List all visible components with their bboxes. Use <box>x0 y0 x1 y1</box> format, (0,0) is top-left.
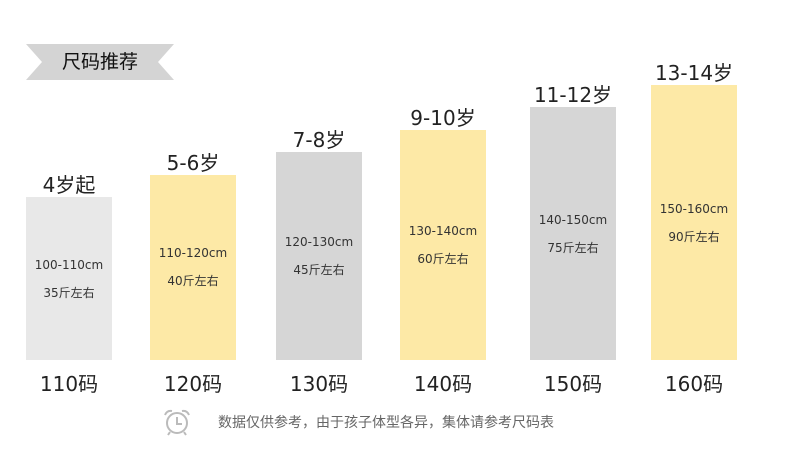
size-label: 120码 <box>163 372 223 396</box>
size-bar: 120-130cm 45斤左右 <box>276 152 362 360</box>
disclaimer-note: 数据仅供参考，由于孩子体型各异，集体请参考尺码表 <box>218 415 554 431</box>
bar-height-label: 120-130cm <box>284 235 354 250</box>
bar-weight-label: 75斤左右 <box>547 240 599 255</box>
ribbon-shape <box>26 44 174 80</box>
size-bar: 110-120cm 40斤左右 <box>150 174 236 360</box>
size-bar: 150-160cm 90斤左右 <box>651 85 737 360</box>
age-label: 9-10岁 <box>410 105 476 130</box>
bar-height-label: 110-120cm <box>158 246 228 261</box>
age-label: 5-6岁 <box>166 150 220 175</box>
bar-height-label: 150-160cm <box>659 201 729 216</box>
bar-weight-label: 60斤左右 <box>417 251 469 266</box>
age-label: 4岁起 <box>42 173 96 197</box>
age-label: 13-14岁 <box>654 61 734 85</box>
age-label: 11-12岁 <box>533 83 613 108</box>
size-label: 140码 <box>413 372 473 396</box>
bar-weight-label: 90斤左右 <box>668 229 720 244</box>
size-label: 130码 <box>289 372 349 396</box>
age-label: 7-8岁 <box>292 128 346 153</box>
size-label: 150码 <box>543 372 603 396</box>
bar-height-label: 130-140cm <box>408 223 478 238</box>
size-label: 160码 <box>664 372 724 396</box>
size-bar: 100-110cm 35斤左右 <box>26 197 112 360</box>
alarm-clock-icon <box>164 409 190 436</box>
page-title: 尺码推荐 <box>61 51 138 73</box>
bar-weight-label: 35斤左右 <box>43 285 95 300</box>
bar-weight-label: 40斤左右 <box>167 274 219 289</box>
size-bar: 140-150cm 75斤左右 <box>530 107 616 360</box>
bar-weight-label: 45斤左右 <box>293 263 345 278</box>
bar-height-label: 140-150cm <box>538 212 608 227</box>
bar-height-label: 100-110cm <box>34 257 104 272</box>
title-ribbon: 尺码推荐 <box>26 44 174 80</box>
size-label: 110码 <box>39 372 99 396</box>
size-bar: 130-140cm 60斤左右 <box>400 129 486 360</box>
